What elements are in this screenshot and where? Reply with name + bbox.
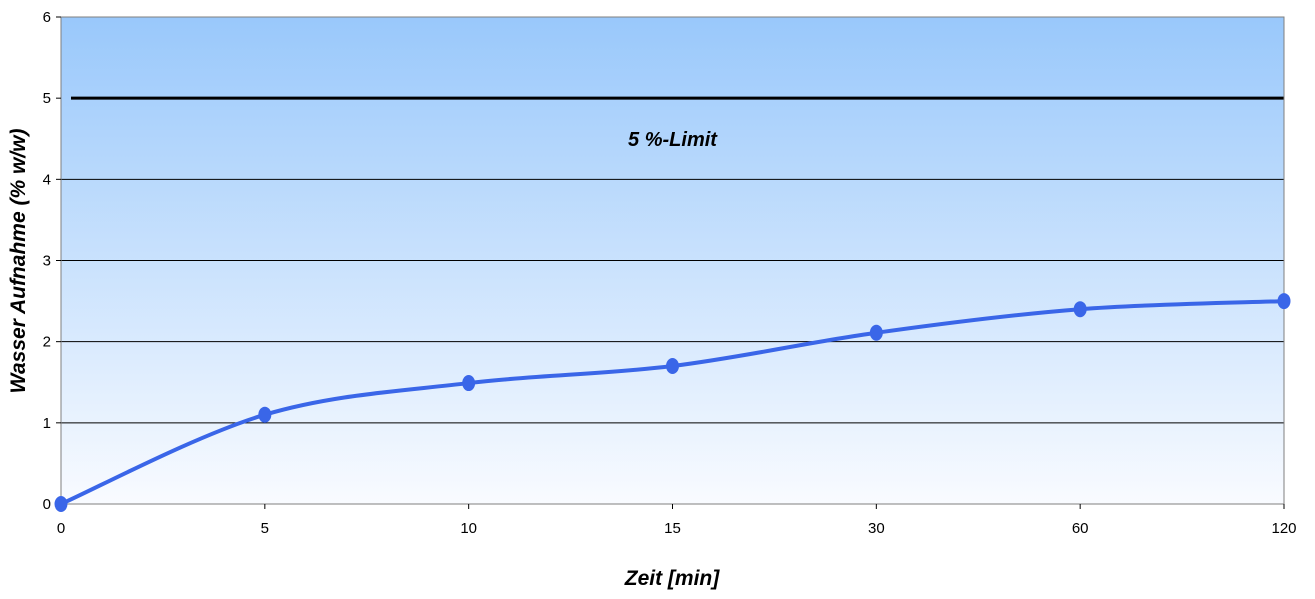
x-tick-label: 120: [1271, 520, 1296, 537]
y-tick-label: 1: [43, 415, 51, 432]
x-tick-label: 30: [868, 520, 885, 537]
x-tick-label: 5: [261, 520, 269, 537]
x-axis-title: Zeit [min]: [624, 567, 720, 590]
data-point: [54, 496, 68, 512]
data-point: [1073, 301, 1087, 318]
x-tick-label: 10: [460, 520, 477, 537]
x-tick-label: 15: [664, 520, 681, 537]
y-tick-label: 4: [43, 171, 51, 188]
data-point: [666, 358, 679, 375]
y-tick-label: 5: [43, 90, 51, 107]
y-axis-title: Wasser Aufnahme (% w/w): [7, 129, 30, 394]
data-points: [54, 293, 1291, 512]
limit-label: 5 %-Limit: [628, 129, 718, 151]
data-point: [462, 375, 476, 392]
data-point: [258, 406, 272, 423]
gridlines: [61, 178, 1284, 424]
x-tick-label: 0: [57, 520, 65, 537]
y-tick-label: 2: [43, 334, 51, 351]
x-tick-label: 60: [1072, 520, 1089, 537]
y-axis-ticks: 0 1 2 3 4 5 6: [43, 9, 61, 513]
y-tick-label: 0: [43, 496, 51, 513]
y-tick-label: 6: [43, 9, 51, 26]
x-axis-ticks: 0 5 10 15 30 60 120: [57, 504, 1297, 537]
data-point: [869, 324, 883, 341]
y-tick-label: 3: [43, 253, 51, 270]
data-point: [1277, 293, 1291, 310]
